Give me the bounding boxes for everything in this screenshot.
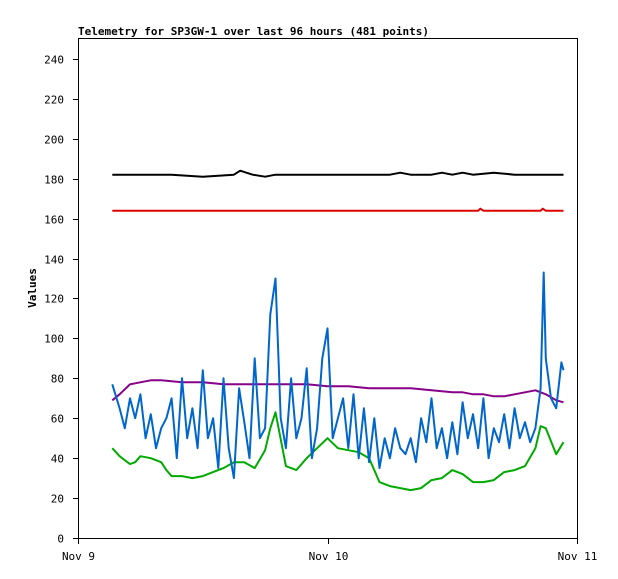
y-axis-label: Values (26, 268, 39, 308)
y-tick-label: 100 (44, 333, 64, 346)
y-tick-label: 60 (51, 413, 64, 426)
plot-area (78, 38, 578, 539)
series-line-3 (111, 379, 564, 404)
x-tick-label: Nov 9 (62, 550, 95, 563)
series-line-2 (112, 207, 564, 212)
y-tick-label: 20 (51, 493, 64, 506)
x-tick-label: Nov 11 (558, 550, 598, 563)
y-tick-label: 80 (51, 373, 64, 386)
y-tick-label: 200 (44, 134, 64, 147)
y-tick-label: 140 (44, 254, 64, 267)
y-tick-label: 0 (57, 533, 64, 546)
y-axis: 0 20 40 60 80 100 120 140 160 180 200 220 240 (44, 54, 78, 546)
y-tick-label: 40 (51, 453, 64, 466)
y-tick-label: 220 (44, 94, 64, 107)
y-tick-label: 240 (44, 54, 64, 67)
chart-title: Telemetry for SP3GW-1 over last 96 hours… (78, 25, 429, 38)
x-axis: Nov 9 Nov 10 Nov 11 (62, 538, 597, 563)
x-tick-label: Nov 10 (309, 550, 349, 563)
series-layer (111, 169, 565, 492)
series-line-5 (111, 271, 565, 480)
series-line-4 (111, 411, 565, 492)
y-tick-label: 160 (44, 214, 64, 227)
y-tick-label: 120 (44, 293, 64, 306)
y-tick-label: 180 (44, 174, 64, 187)
series-line-1 (112, 169, 564, 178)
